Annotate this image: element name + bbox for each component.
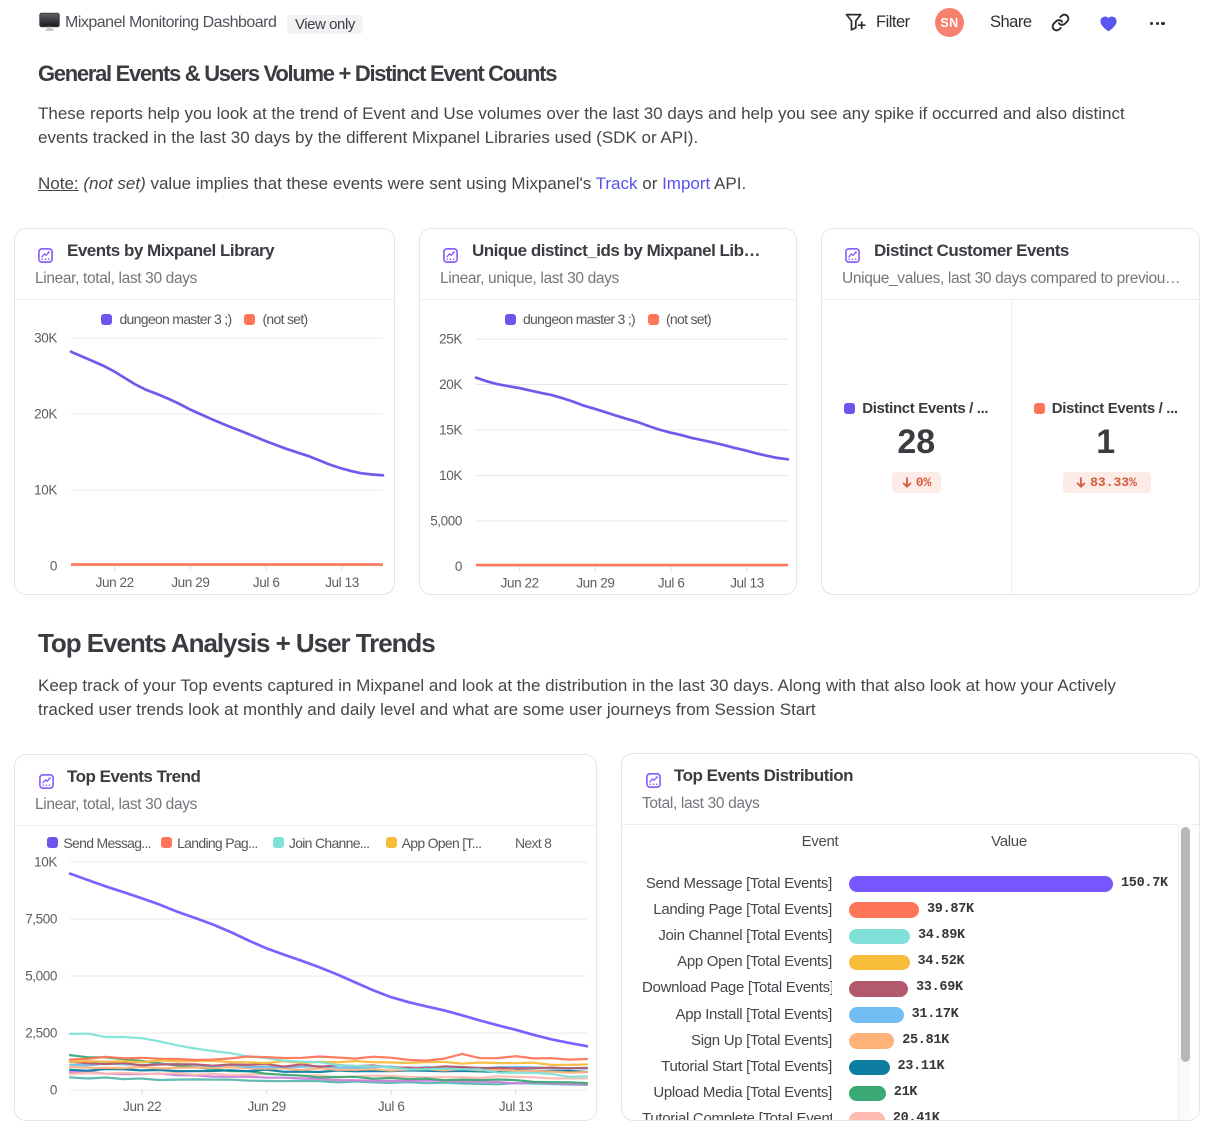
svg-text:2,500: 2,500 — [25, 1026, 57, 1041]
svg-text:15K: 15K — [439, 423, 462, 438]
svg-text:Jul 6: Jul 6 — [253, 575, 280, 590]
svg-text:20K: 20K — [439, 377, 462, 392]
svg-text:10K: 10K — [34, 483, 57, 498]
svg-text:Jun 22: Jun 22 — [501, 576, 539, 591]
svg-text:0: 0 — [50, 559, 57, 574]
svg-text:25K: 25K — [439, 332, 462, 347]
svg-text:10K: 10K — [439, 468, 462, 483]
svg-text:7,500: 7,500 — [25, 912, 57, 927]
svg-text:Jun 29: Jun 29 — [576, 576, 614, 591]
svg-text:30K: 30K — [34, 331, 57, 346]
svg-text:Jun 22: Jun 22 — [123, 1099, 161, 1114]
svg-text:0: 0 — [50, 1083, 57, 1098]
svg-text:Jun 29: Jun 29 — [171, 575, 209, 590]
svg-text:Jul 13: Jul 13 — [730, 576, 764, 591]
svg-text:Jun 29: Jun 29 — [248, 1099, 286, 1114]
svg-text:0: 0 — [455, 559, 462, 574]
svg-text:Jul 6: Jul 6 — [378, 1099, 405, 1114]
svg-text:10K: 10K — [34, 855, 57, 870]
svg-text:Jul 6: Jul 6 — [658, 576, 685, 591]
svg-text:Jun 22: Jun 22 — [96, 575, 134, 590]
svg-text:20K: 20K — [34, 407, 57, 422]
svg-text:Jul 13: Jul 13 — [499, 1099, 533, 1114]
svg-text:5,000: 5,000 — [430, 514, 462, 529]
svg-text:Jul 13: Jul 13 — [325, 575, 359, 590]
svg-text:5,000: 5,000 — [25, 969, 57, 984]
